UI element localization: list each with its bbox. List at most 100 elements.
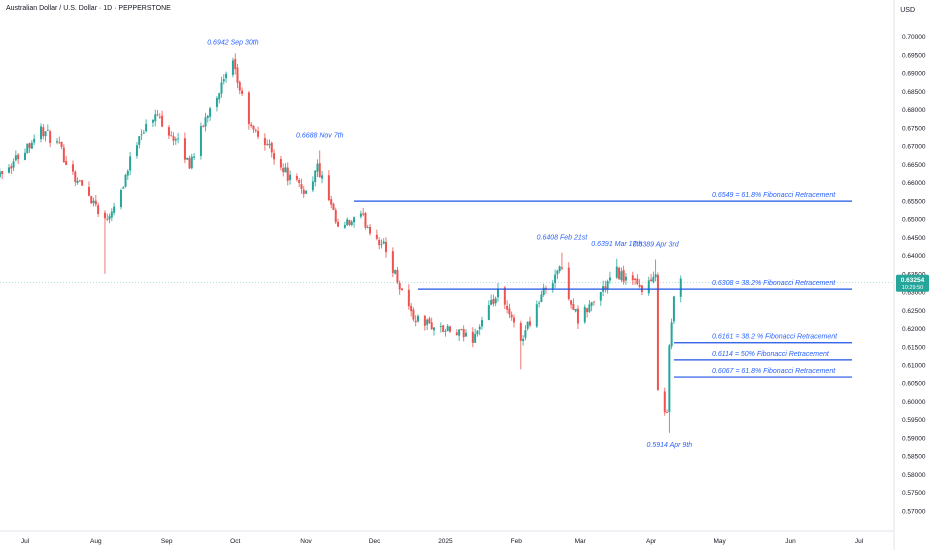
price-tick-label: 0.69000 <box>902 71 926 78</box>
candle-body <box>154 114 157 122</box>
candle-body <box>412 309 415 320</box>
candle-body <box>492 299 495 304</box>
candle-body <box>172 136 175 141</box>
fib-50-lower-label: 0.6114 = 50% Fibonacci Retracement <box>712 351 830 358</box>
swing-annotation: 0.6391 Mar 17th <box>591 241 642 248</box>
candle-body <box>606 281 609 290</box>
candle-body <box>414 320 417 323</box>
price-tag-value: 0.63254 <box>901 277 925 284</box>
candle-body <box>247 92 250 124</box>
price-tag-countdown: 10:29:50 <box>902 285 923 291</box>
candle-body <box>145 123 148 132</box>
candle-body <box>74 171 77 182</box>
candle-body <box>670 322 673 347</box>
candle-body <box>574 309 577 312</box>
candle-body <box>634 278 637 280</box>
candle-body <box>39 126 42 140</box>
time-tick-label: Oct <box>230 538 240 545</box>
candle-body <box>540 294 543 303</box>
swing-annotation: 0.6408 Feb 21st <box>537 235 589 242</box>
candle-body <box>590 302 593 306</box>
price-tick-label: 0.65000 <box>902 217 926 224</box>
candle-body <box>94 200 97 205</box>
candle-body <box>119 190 122 207</box>
fibonacci-lines-group: 0.6549 = 61.8% Fibonacci Retracement 0.63… <box>354 192 852 378</box>
candle-body <box>588 304 591 312</box>
candle-body <box>314 170 317 183</box>
price-tick-label: 0.66500 <box>902 162 926 169</box>
candle-body <box>663 391 666 413</box>
candle-body <box>656 274 659 391</box>
candle-body <box>97 205 100 215</box>
candle-body <box>519 323 522 341</box>
candle-body <box>478 326 481 330</box>
candle-body <box>334 210 337 223</box>
candle-body <box>188 158 191 169</box>
time-tick-label: Sep <box>161 538 173 545</box>
candle-body <box>528 321 531 326</box>
candle-body <box>620 271 623 281</box>
price-tick-label: 0.68000 <box>902 107 926 114</box>
candle-body <box>542 287 545 296</box>
candle-body <box>430 322 433 330</box>
fib-38-2-lower-label: 0.6161 = 38.2 % Fibonacci Retracement <box>712 334 838 341</box>
candle-body <box>332 203 335 211</box>
candle-body <box>652 277 655 282</box>
candle-body <box>321 175 324 179</box>
candle-body <box>140 134 143 136</box>
candle-body <box>10 166 13 169</box>
price-tick-label: 0.60000 <box>902 399 926 406</box>
time-tick-label: Jul <box>21 538 30 545</box>
candle-body <box>608 277 611 281</box>
candle-body <box>286 167 289 181</box>
time-tick-label: 2025 <box>438 538 453 545</box>
candle-body <box>572 303 575 310</box>
candle-body <box>426 319 429 325</box>
candle-body <box>252 125 255 130</box>
fib-61-8-upper-label: 0.6549 = 61.8% Fibonacci Retracement <box>712 192 836 199</box>
candle-body <box>225 73 228 79</box>
candle-body <box>122 187 125 189</box>
price-tick-label: 0.64500 <box>902 235 926 242</box>
candle-body <box>480 320 483 327</box>
candle-body <box>474 333 477 343</box>
candle-body <box>604 286 607 290</box>
candles-group <box>0 53 894 433</box>
candle-body <box>183 138 186 160</box>
price-tick-label: 0.61000 <box>902 363 926 370</box>
candle-body <box>302 189 305 195</box>
candle-body <box>49 131 52 143</box>
price-tick-label: 0.59000 <box>902 435 926 442</box>
candle-body <box>631 275 634 281</box>
time-axis: Jul Aug Sep Oct Nov Dec 2025 Feb Mar Apr May Jun Jul <box>21 538 864 545</box>
candle-body <box>311 181 314 191</box>
candle-body <box>650 279 653 282</box>
candle-body <box>0 171 1 178</box>
candle-body <box>337 221 340 227</box>
candle-body <box>476 330 479 335</box>
candle-body <box>300 184 303 189</box>
candle-body <box>129 156 132 171</box>
candle-body <box>142 132 145 134</box>
candle-body <box>462 329 465 338</box>
candle-body <box>238 81 241 91</box>
price-tick-label: 0.60500 <box>902 381 926 388</box>
candle-body <box>647 280 650 294</box>
candle-body <box>417 316 420 322</box>
candle-body <box>44 131 47 137</box>
candle-body <box>353 217 356 223</box>
candle-body <box>385 242 388 253</box>
time-tick-label: Nov <box>300 538 312 545</box>
candle-body <box>366 227 369 228</box>
candle-body <box>510 314 513 318</box>
candle-body <box>666 412 669 413</box>
candle-body <box>158 116 161 118</box>
price-tick-label: 0.65500 <box>902 198 926 205</box>
candle-body <box>151 119 154 123</box>
candle-body <box>282 167 285 173</box>
price-tick-label: 0.59500 <box>902 417 926 424</box>
candle-body <box>433 327 436 331</box>
price-tick-label: 0.62000 <box>902 326 926 333</box>
price-tick-label: 0.64000 <box>902 253 926 260</box>
